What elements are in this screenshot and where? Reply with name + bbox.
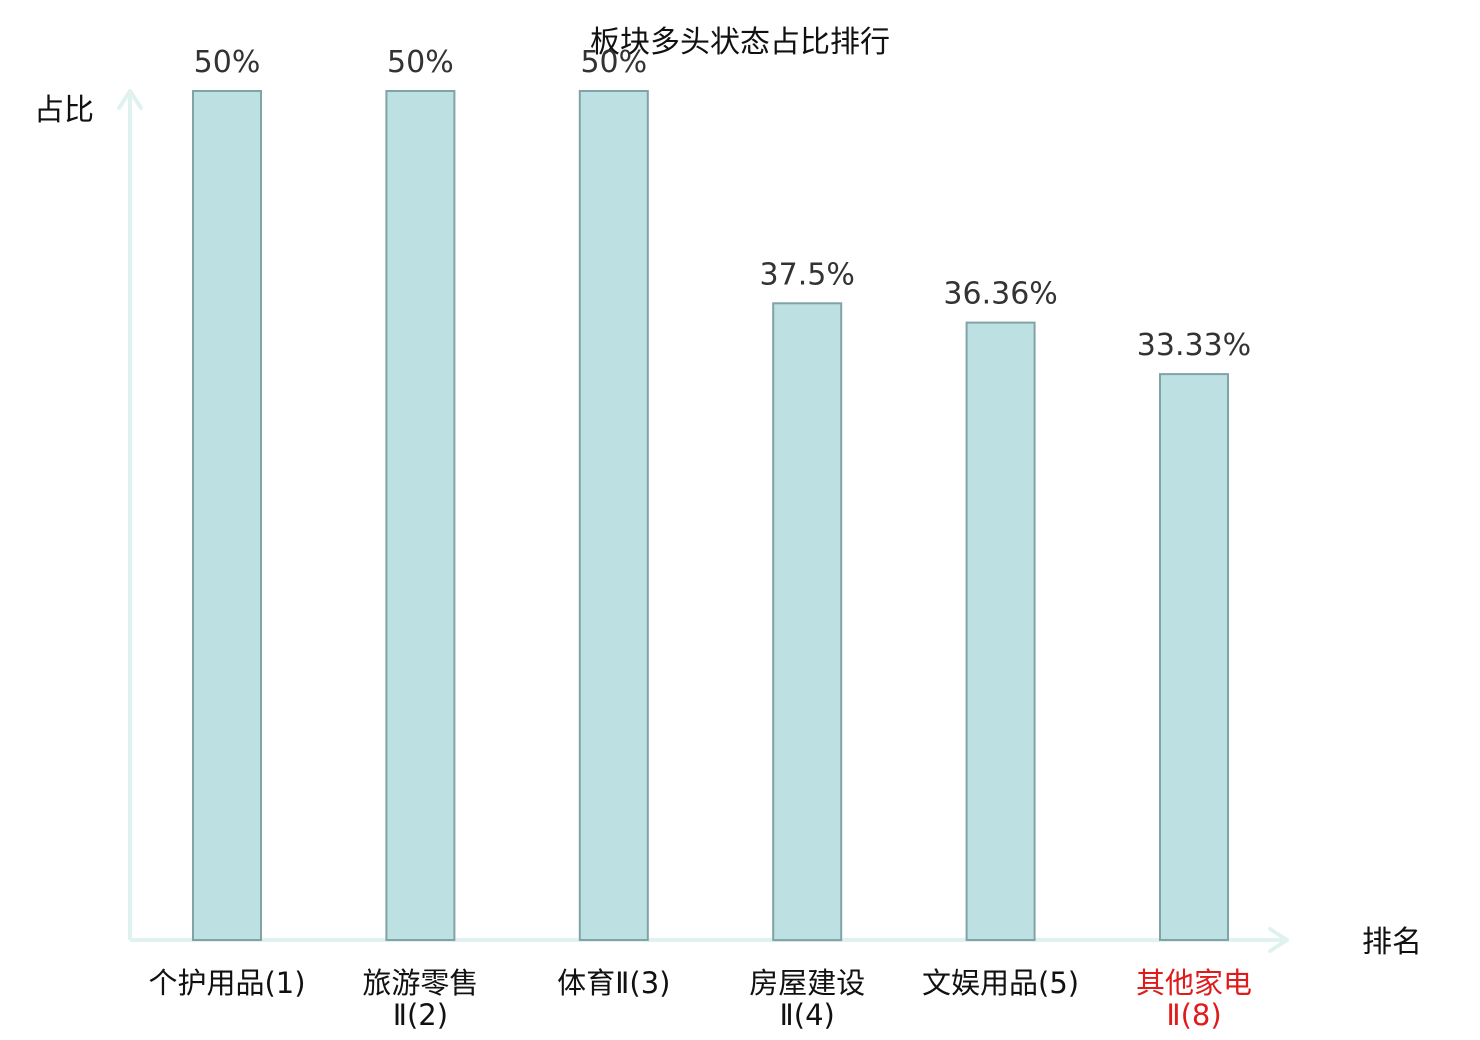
x-tick-label: 个护用品(1) [148,966,305,1000]
bar-value-label: 37.5% [760,257,855,292]
bar [772,302,843,942]
chart-title: 板块多头状态占比排行 [590,25,890,60]
y-axis-label: 占比 [34,93,94,128]
x-tick-label: 文娱用品(5) [922,966,1079,1000]
x-tick-label: Ⅱ(2) [393,998,448,1032]
bar-value-label: 50% [194,45,261,80]
x-tick-label: 旅游零售 [362,966,478,1000]
x-tick-label: 房屋建设 [749,966,865,1000]
bar [965,321,1036,942]
bar-series [192,90,1229,942]
bar [1159,373,1229,942]
bar [192,90,262,941]
bar-value-label: 50% [387,45,454,80]
bar-value-label: 33.33% [1137,328,1251,363]
x-axis-label: 排名 [1362,925,1422,960]
bar [385,90,456,941]
bar-value-label: 50% [580,45,647,80]
x-tick-label: Ⅱ(4) [780,998,835,1032]
bar-value-label: 36.36% [943,277,1057,312]
value-label-group: 50% 50% 50% 37.5% 36.36% 33.33% [194,45,1252,363]
x-tick-label: Ⅱ(8) [1166,998,1221,1032]
y-axis-arrow-icon [117,89,143,110]
x-tick-label: 体育Ⅱ(3) [557,966,670,1000]
x-tick-label: 其他家电 [1136,966,1252,1000]
bar [578,90,649,941]
x-axis-arrow-icon [1268,927,1289,953]
